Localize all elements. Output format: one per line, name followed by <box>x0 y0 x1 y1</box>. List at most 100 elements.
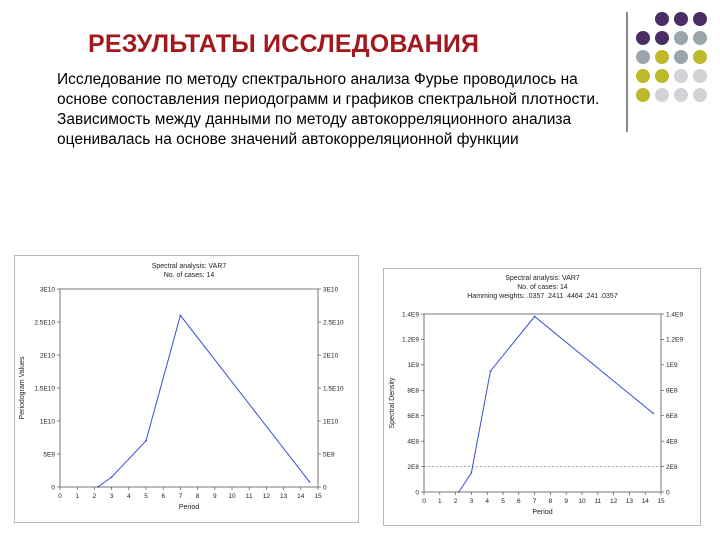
data-point <box>652 412 654 415</box>
x-tick-label: 1 <box>75 493 79 500</box>
data-point <box>470 472 473 474</box>
chart-frame <box>383 268 701 526</box>
x-tick-label: 13 <box>280 493 288 500</box>
y-tick-label-right: 2E8 <box>666 464 678 471</box>
x-tick-label: 13 <box>626 498 634 505</box>
y-tick-label-right: 1E10 <box>323 418 339 425</box>
paragraph-fourier: Исследование по методу спектрального ана… <box>57 71 600 108</box>
x-tick-label: 8 <box>196 493 200 500</box>
decor-dot <box>636 31 650 45</box>
x-tick-label: 4 <box>127 493 131 500</box>
plot-area <box>423 313 662 493</box>
data-point <box>533 315 536 318</box>
y-tick-label-right: 3E10 <box>323 286 339 293</box>
series-line <box>458 315 654 493</box>
y-tick-label: 4E8 <box>407 438 419 445</box>
y-axis-label: Spectral Density <box>389 377 396 428</box>
series-line <box>97 314 310 488</box>
y-tick-label: 5E9 <box>43 451 55 458</box>
y-tick-label-right: 2E10 <box>323 352 339 359</box>
x-tick-label: 9 <box>564 498 568 505</box>
y-tick-label-right: 2.5E10 <box>323 319 344 326</box>
decor-dot <box>674 69 688 83</box>
decor-dot <box>636 50 650 64</box>
chart-title-line: Spectral analysis: VAR7 <box>505 275 580 282</box>
x-tick-label: 4 <box>485 498 489 505</box>
data-point <box>457 491 460 493</box>
y-tick-label-right: 1.2E9 <box>666 337 683 344</box>
decor-dot <box>636 69 650 83</box>
decor-dot <box>693 88 707 102</box>
x-tick-label: 12 <box>610 498 618 505</box>
plot-area <box>59 288 319 488</box>
y-tick-label: 1.2E9 <box>402 337 419 344</box>
decor-divider <box>626 12 628 132</box>
data-point <box>145 439 147 442</box>
x-tick-label: 15 <box>657 498 665 505</box>
decor-dot <box>655 50 669 64</box>
y-tick-label: 3E10 <box>40 286 56 293</box>
data-point <box>179 314 182 317</box>
x-tick-label: 6 <box>161 493 165 500</box>
data-point <box>96 486 99 488</box>
x-tick-label: 8 <box>549 498 553 505</box>
y-tick-label-right: 0 <box>323 484 327 491</box>
x-tick-label: 10 <box>578 498 586 505</box>
y-axis-label: Periodogram Values <box>19 356 26 419</box>
y-tick-label-right: 5E9 <box>323 451 335 458</box>
periodogram-chart: Spectral analysis: VAR7 No. of cases: 14 0… <box>14 255 359 523</box>
y-tick-label: 0 <box>51 484 55 491</box>
y-tick-label: 2E8 <box>407 464 419 471</box>
x-tick-label: 14 <box>297 493 305 500</box>
x-tick-label: 14 <box>642 498 650 505</box>
decor-dot <box>674 88 688 102</box>
x-tick-label: 7 <box>179 493 183 500</box>
y-tick-label-right: 1.4E9 <box>666 311 683 318</box>
y-tick-label-right: 6E8 <box>666 413 678 420</box>
x-tick-label: 5 <box>144 493 148 500</box>
slide-title: РЕЗУЛЬТАТЫ ИССЛЕДОВАНИЯ <box>88 30 480 58</box>
y-tick-label: 1.4E9 <box>402 311 419 318</box>
y-tick-label: 2.5E10 <box>34 319 55 326</box>
x-tick-label: 3 <box>110 493 114 500</box>
decor-dot <box>693 31 707 45</box>
chart-frame <box>14 255 359 523</box>
x-tick-label: 9 <box>213 493 217 500</box>
y-tick-label-right: 8E8 <box>666 388 678 395</box>
x-tick-label: 15 <box>314 493 322 500</box>
paragraph-autocorrelation: Зависимость между данными по методу авто… <box>57 111 572 148</box>
y-tick-label: 0 <box>415 489 419 496</box>
x-tick-label: 0 <box>422 498 426 505</box>
decor-dot-grid <box>636 12 716 112</box>
x-tick-label: 7 <box>533 498 537 505</box>
chart-title-line: No. of cases: 14 <box>164 272 215 279</box>
decor-dot <box>655 12 669 26</box>
decor-dot <box>674 12 688 26</box>
decor-dot <box>674 50 688 64</box>
x-tick-label: 10 <box>228 493 236 500</box>
y-tick-label-right: 1E9 <box>666 362 678 369</box>
chart-title-line: Hamming weights: .0357 .2411 .4464 .241 … <box>467 293 618 300</box>
decor-dot <box>693 50 707 64</box>
y-tick-label: 1E10 <box>40 418 56 425</box>
data-point <box>110 476 113 478</box>
x-tick-label: 5 <box>501 498 505 505</box>
x-tick-label: 3 <box>470 498 474 505</box>
y-tick-label-right: 0 <box>666 489 670 496</box>
chart-title-line: No. of cases: 14 <box>517 284 568 291</box>
y-tick-label: 8E8 <box>407 388 419 395</box>
x-tick-label: 2 <box>93 493 97 500</box>
decor-dot <box>693 69 707 83</box>
chart-title-line: Spectral analysis: VAR7 <box>152 263 227 270</box>
decor-dot <box>674 31 688 45</box>
decor-dot <box>655 31 669 45</box>
y-tick-label: 1.5E10 <box>34 385 55 392</box>
decor-dot <box>655 88 669 102</box>
y-tick-label-right: 4E8 <box>666 438 678 445</box>
y-tick-label: 6E8 <box>407 413 419 420</box>
spectral-density-chart: Spectral analysis: VAR7 No. of cases: 14 H… <box>383 268 701 526</box>
y-tick-label: 1E9 <box>407 362 419 369</box>
x-tick-label: 0 <box>58 493 62 500</box>
data-point <box>308 480 311 483</box>
decor-dot <box>655 69 669 83</box>
